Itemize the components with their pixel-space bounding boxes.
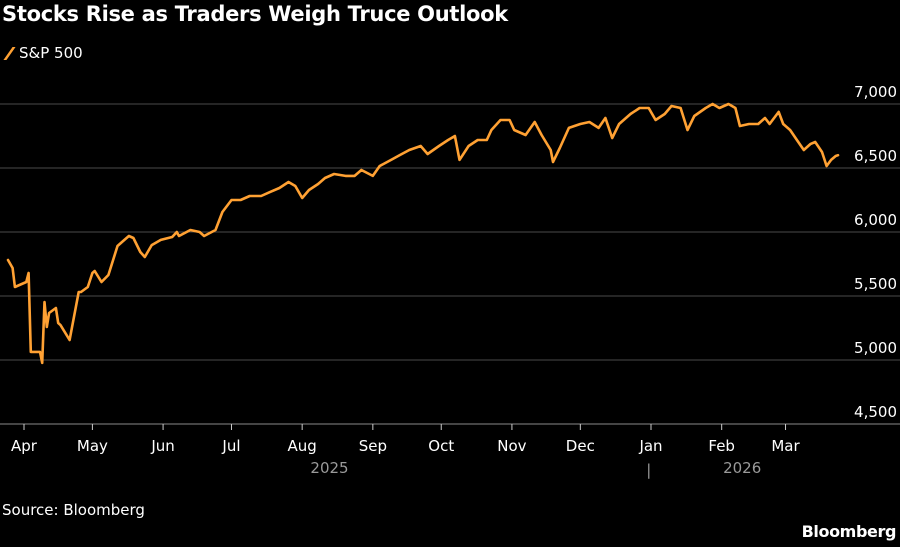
y-tick-label: 5,000	[854, 339, 897, 357]
x-tick-label: Jun	[150, 437, 174, 455]
bloomberg-logo: Bloomberg	[801, 522, 897, 541]
x-tick-label: Sep	[359, 437, 387, 455]
x-tick-label: Mar	[771, 437, 800, 455]
y-tick-label: 4,500	[854, 403, 897, 421]
source-note: Source: Bloomberg	[2, 501, 145, 519]
series-line-sp500	[6, 102, 840, 365]
legend-label-sp500: S&P 500	[19, 44, 83, 62]
x-tick-label: Aug	[288, 437, 317, 455]
y-tick-label: 6,000	[854, 211, 897, 229]
x-tick-label: Apr	[11, 437, 38, 455]
legend: S&P 500	[3, 44, 83, 62]
x-tick-label: Dec	[566, 437, 595, 455]
chart-title: Stocks Rise as Traders Weigh Truce Outlo…	[2, 2, 508, 26]
y-tick-label: 7,000	[854, 83, 897, 101]
x-tick-label: Feb	[708, 437, 735, 455]
x-tick-label: Jul	[221, 437, 240, 455]
y-tick-label: 6,500	[854, 147, 897, 165]
year-label: 2025	[310, 459, 348, 477]
year-separator: |	[646, 461, 651, 479]
year-label: 2026	[723, 459, 761, 477]
x-tick-label: Jan	[638, 437, 662, 455]
y-tick-label: 5,500	[854, 275, 897, 293]
x-tick-label: Oct	[428, 437, 454, 455]
x-tick-label: Nov	[497, 437, 526, 455]
x-tick-label: May	[77, 437, 108, 455]
